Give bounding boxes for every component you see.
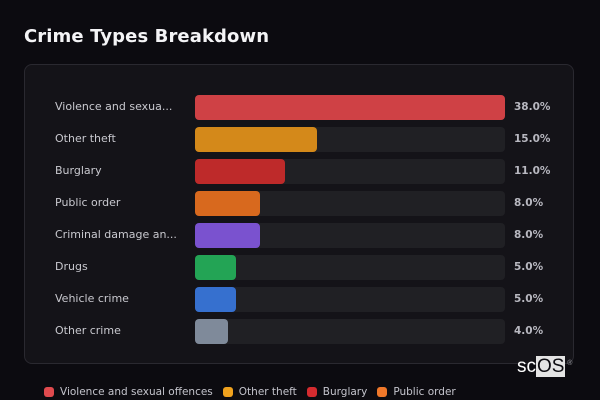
bar-fill <box>195 191 261 216</box>
legend-item[interactable]: Violence and sexual offences <box>44 386 213 398</box>
bar-label: Vehicle crime <box>55 292 129 305</box>
bar-track <box>195 255 505 280</box>
bar-track <box>195 287 505 312</box>
bar-track <box>195 223 505 248</box>
bar-track <box>195 319 505 344</box>
bar-row: Drugs 5.0% <box>25 255 573 280</box>
bar-fill <box>195 127 318 152</box>
bar-label: Public order <box>55 196 121 209</box>
chart-legend: Violence and sexual offences Other theft B… <box>44 386 456 398</box>
bar-fill <box>195 223 261 248</box>
bar-row: Other crime 4.0% <box>25 319 573 344</box>
legend-swatch-icon <box>44 387 54 397</box>
bar-fill <box>195 287 236 312</box>
legend-swatch-icon <box>377 387 388 397</box>
bar-label: Other theft <box>55 132 116 145</box>
bar-value: 5.0% <box>514 261 544 273</box>
legend-item[interactable]: Other theft <box>222 386 297 398</box>
bar-label: Violence and sexua... <box>55 100 173 113</box>
legend-swatch-icon <box>222 387 233 397</box>
chart-card: Violence and sexua... 38.0% Other theft 15.… <box>24 64 574 364</box>
bar-label: Other crime <box>55 324 121 337</box>
bar-value: 5.0% <box>514 293 544 305</box>
bar-fill <box>195 319 228 344</box>
registered-mark-icon: ® <box>567 360 573 367</box>
bar-value: 8.0% <box>514 229 544 241</box>
bar-row: Violence and sexua... 38.0% <box>25 95 573 120</box>
scos-logo: scOS ® <box>517 356 572 377</box>
bar-track <box>195 95 505 120</box>
bar-label: Drugs <box>55 260 88 273</box>
bar-value: 15.0% <box>514 133 551 145</box>
bar-track <box>195 127 505 152</box>
bar-label: Burglary <box>55 164 102 177</box>
bar-row: Vehicle crime 5.0% <box>25 287 573 312</box>
bar-value: 11.0% <box>514 165 551 177</box>
legend-label: Public order <box>393 386 456 398</box>
bar-track <box>195 191 505 216</box>
bar-fill <box>195 255 236 280</box>
bar-fill <box>195 95 505 120</box>
bar-value: 38.0% <box>514 101 551 113</box>
legend-label: Violence and sexual offences <box>60 386 213 398</box>
legend-item[interactable]: Public order <box>377 386 456 398</box>
legend-item[interactable]: Burglary <box>306 386 368 398</box>
chart-title: Crime Types Breakdown <box>24 26 270 47</box>
logo-prefix: sc <box>517 356 536 377</box>
legend-label: Burglary <box>322 386 368 398</box>
logo-suffix: OS <box>536 356 566 377</box>
bar-label: Criminal damage an... <box>55 228 177 241</box>
bar-row: Public order 8.0% <box>25 191 573 216</box>
bar-row: Burglary 11.0% <box>25 159 573 184</box>
legend-label: Other theft <box>238 386 297 398</box>
bar-value: 4.0% <box>514 325 544 337</box>
bar-value: 8.0% <box>514 197 544 209</box>
bar-row: Other theft 15.0% <box>25 127 573 152</box>
bar-track <box>195 159 505 184</box>
legend-swatch-icon <box>306 387 317 397</box>
bar-fill <box>195 159 285 184</box>
bar-row: Criminal damage an... 8.0% <box>25 223 573 248</box>
